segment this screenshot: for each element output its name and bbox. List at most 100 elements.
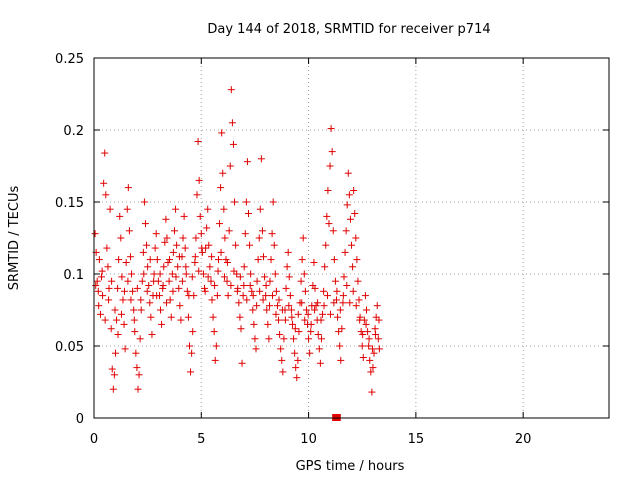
data-point bbox=[290, 335, 298, 343]
data-point bbox=[335, 328, 343, 336]
x-tick-label: 15 bbox=[408, 432, 425, 447]
data-point bbox=[275, 296, 283, 304]
data-point bbox=[329, 227, 337, 235]
y-tick-label: 0.25 bbox=[55, 52, 84, 67]
data-point bbox=[307, 320, 315, 328]
data-point bbox=[161, 238, 169, 246]
data-point bbox=[170, 227, 178, 235]
data-point bbox=[159, 282, 167, 290]
data-point bbox=[305, 335, 313, 343]
data-point bbox=[342, 227, 350, 235]
data-point bbox=[298, 299, 306, 307]
data-point bbox=[175, 253, 183, 261]
axis-ticks: 0 5 10 15 20 0 0.05 0.1 0.15 0.2 0.25 bbox=[55, 52, 609, 447]
data-point bbox=[115, 256, 123, 264]
data-point bbox=[280, 335, 288, 343]
data-point bbox=[162, 215, 170, 223]
data-point bbox=[231, 198, 239, 206]
y-tick-label: 0.15 bbox=[55, 196, 84, 211]
data-point bbox=[297, 277, 305, 285]
data-point bbox=[177, 316, 185, 324]
data-point bbox=[111, 306, 119, 314]
data-point bbox=[266, 302, 274, 310]
data-point bbox=[181, 244, 189, 252]
data-point bbox=[272, 287, 280, 295]
data-point bbox=[95, 256, 103, 264]
data-point bbox=[195, 267, 203, 275]
data-point bbox=[184, 313, 192, 321]
data-point bbox=[226, 162, 234, 170]
y-tick-label: 0.2 bbox=[63, 124, 84, 139]
data-point bbox=[187, 368, 195, 376]
data-point bbox=[282, 284, 290, 292]
data-point bbox=[99, 292, 107, 300]
data-point bbox=[179, 234, 187, 242]
data-point bbox=[255, 234, 263, 242]
data-point bbox=[369, 345, 377, 353]
data-point bbox=[220, 205, 228, 213]
data-point bbox=[257, 155, 265, 163]
data-point bbox=[349, 287, 357, 295]
data-point bbox=[357, 328, 365, 336]
data-point bbox=[98, 273, 106, 281]
data-point bbox=[246, 241, 254, 249]
data-point bbox=[358, 342, 366, 350]
data-point bbox=[278, 306, 286, 314]
data-point bbox=[253, 277, 261, 285]
data-point bbox=[227, 282, 235, 290]
data-point bbox=[165, 277, 173, 285]
data-point bbox=[178, 277, 186, 285]
data-point bbox=[229, 140, 237, 148]
data-point bbox=[291, 349, 299, 357]
data-point bbox=[319, 310, 327, 318]
data-point bbox=[269, 292, 277, 300]
data-point bbox=[196, 212, 204, 220]
data-point bbox=[136, 335, 144, 343]
data-point bbox=[108, 277, 116, 285]
data-point bbox=[185, 292, 193, 300]
data-point bbox=[264, 320, 272, 328]
data-point bbox=[285, 273, 293, 281]
data-point bbox=[284, 248, 292, 256]
data-point bbox=[138, 277, 146, 285]
data-point bbox=[245, 210, 252, 218]
data-point bbox=[322, 241, 330, 249]
data-point bbox=[243, 158, 251, 166]
data-point bbox=[345, 191, 353, 199]
data-point bbox=[326, 310, 334, 318]
data-point bbox=[221, 234, 229, 242]
data-point bbox=[341, 248, 349, 256]
data-point bbox=[294, 356, 302, 364]
data-point bbox=[213, 292, 221, 300]
data-point bbox=[217, 184, 225, 192]
x-axis-label: GPS time / hours bbox=[296, 459, 405, 474]
data-point bbox=[368, 388, 376, 396]
data-point bbox=[307, 328, 315, 336]
data-point bbox=[362, 320, 370, 328]
data-point bbox=[146, 256, 154, 264]
data-point bbox=[105, 296, 113, 304]
data-point bbox=[175, 284, 183, 292]
data-point bbox=[230, 267, 238, 275]
data-point bbox=[194, 138, 202, 146]
data-point bbox=[301, 287, 309, 295]
data-point bbox=[180, 212, 188, 220]
data-point bbox=[104, 263, 112, 271]
data-point bbox=[212, 342, 220, 350]
data-point bbox=[182, 270, 190, 278]
data-point bbox=[352, 302, 360, 310]
data-point bbox=[328, 148, 336, 156]
data-point bbox=[151, 244, 159, 252]
data-point bbox=[113, 316, 121, 324]
data-point bbox=[129, 287, 137, 295]
data-point bbox=[127, 296, 135, 304]
data-point bbox=[352, 234, 360, 242]
data-point bbox=[160, 263, 168, 271]
data-point bbox=[300, 270, 308, 278]
data-point bbox=[261, 273, 269, 281]
data-point bbox=[278, 356, 286, 364]
data-point bbox=[320, 287, 328, 295]
data-point bbox=[351, 210, 359, 218]
data-point bbox=[372, 330, 380, 338]
data-point bbox=[142, 220, 149, 228]
